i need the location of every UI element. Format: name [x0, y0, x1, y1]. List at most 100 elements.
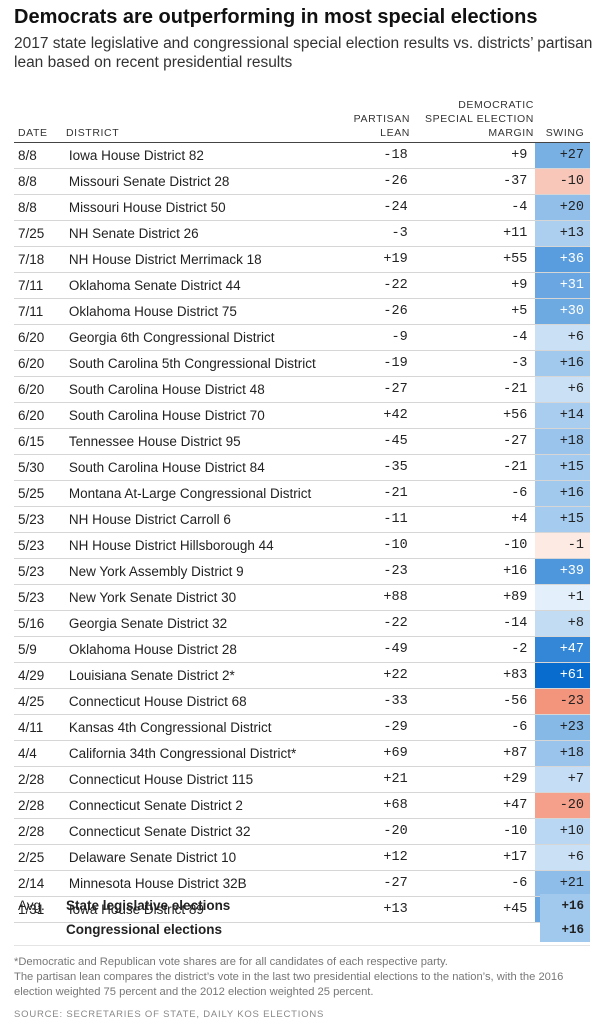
avg-name: State legislative elections	[66, 898, 231, 913]
row-swing-cell: +6	[535, 376, 590, 403]
row-date: 5/23	[14, 584, 69, 611]
row-date: 2/14	[14, 870, 69, 897]
row-date: 8/8	[14, 194, 69, 221]
row-partisan-lean: +68	[330, 792, 410, 819]
results-table-body: 8/8 Iowa House District 82 -18 +9 +27 8/8 Miss…	[14, 143, 590, 923]
avg-name: Congressional elections	[66, 922, 223, 937]
table-row: 7/18 NH House District Merrimack 18 +19 +55…	[14, 246, 590, 273]
row-district: Connecticut Senate District 2	[68, 792, 331, 819]
row-district: Oklahoma Senate District 44	[68, 272, 331, 299]
row-partisan-lean: -19	[330, 350, 410, 377]
row-date: 7/11	[14, 272, 69, 299]
row-dem-margin: +56	[409, 402, 530, 429]
table-row: 4/29 Louisiana Senate District 2* +22 +83 +6…	[14, 662, 590, 689]
row-swing-cell: -20	[535, 792, 590, 819]
row-partisan-lean: -24	[330, 194, 410, 221]
row-partisan-lean: -10	[330, 532, 410, 559]
row-dem-margin: +11	[409, 220, 530, 247]
table-row: 4/4 California 34th Congressional Distric…	[14, 740, 590, 767]
row-swing-cell: +1	[535, 584, 590, 611]
row-swing-cell: +16	[535, 480, 590, 507]
row-district: Kansas 4th Congressional District	[68, 714, 331, 741]
row-gap	[529, 740, 536, 767]
header-dem-margin: DEMOCRATIC SPECIAL ELECTION MARGIN	[412, 98, 534, 140]
header-district: DISTRICT	[66, 127, 120, 139]
row-district: Minnesota House District 32B	[68, 870, 331, 897]
row-district: NH Senate District 26	[68, 220, 331, 247]
row-date: 4/11	[14, 714, 69, 741]
row-partisan-lean: -29	[330, 714, 410, 741]
row-gap	[529, 610, 536, 637]
row-gap	[529, 532, 536, 559]
header-lean-line1: PARTISAN	[353, 113, 410, 125]
row-date: 7/25	[14, 220, 69, 247]
row-partisan-lean: +21	[330, 766, 410, 793]
row-dem-margin: -27	[409, 428, 530, 455]
row-dem-margin: +29	[409, 766, 530, 793]
row-gap	[529, 454, 536, 481]
source-line: SOURCE: SECRETARIES OF STATE, DAILY KOS …	[14, 1009, 325, 1020]
row-swing-cell: +61	[535, 662, 590, 689]
header-swing: SWING	[545, 127, 585, 139]
chart-title: Democrats are outperforming in most spec…	[14, 6, 538, 28]
row-swing-cell: +20	[535, 194, 590, 221]
table-row: 5/23 New York Senate District 30 +88 +89 +1	[14, 584, 590, 611]
row-partisan-lean: +13	[330, 896, 410, 923]
row-partisan-lean: -20	[330, 818, 410, 845]
row-swing-cell: +6	[535, 844, 590, 871]
row-swing-cell: +6	[535, 324, 590, 351]
row-gap	[529, 194, 536, 221]
avg-swing-cell: +16	[540, 894, 590, 918]
row-gap	[529, 662, 536, 689]
row-partisan-lean: -49	[330, 636, 410, 663]
row-gap	[529, 402, 536, 429]
row-partisan-lean: -23	[330, 558, 410, 585]
table-row: 6/20 South Carolina House District 70 +42 +…	[14, 402, 590, 429]
row-gap	[529, 844, 536, 871]
row-district: South Carolina House District 84	[68, 454, 331, 481]
row-dem-margin: +9	[409, 143, 530, 169]
row-date: 5/16	[14, 610, 69, 637]
header-lean-line2: LEAN	[380, 127, 410, 139]
row-district: South Carolina 5th Congressional Distric…	[68, 350, 331, 377]
row-gap	[529, 636, 536, 663]
row-gap	[529, 896, 536, 923]
row-dem-margin: +55	[409, 246, 530, 273]
row-gap	[529, 428, 536, 455]
row-gap	[529, 298, 536, 325]
row-gap	[529, 714, 536, 741]
row-date: 8/8	[14, 168, 69, 195]
row-partisan-lean: -35	[330, 454, 410, 481]
row-district: NH House District Hillsborough 44	[68, 532, 331, 559]
row-partisan-lean: -45	[330, 428, 410, 455]
row-date: 2/25	[14, 844, 69, 871]
row-dem-margin: -4	[409, 324, 530, 351]
row-dem-margin: -37	[409, 168, 530, 195]
table-row: 2/28 Connecticut Senate District 2 +68 +47-…	[14, 792, 590, 819]
row-swing-cell: +16	[535, 350, 590, 377]
row-swing-cell: -23	[535, 688, 590, 715]
row-partisan-lean: -22	[330, 610, 410, 637]
table-row: 5/23 NH House District Hillsborough 44 -10…	[14, 532, 590, 559]
row-gap	[529, 480, 536, 507]
table-row: 5/25 Montana At-Large Congressional Distr…	[14, 480, 590, 507]
row-date: 5/30	[14, 454, 69, 481]
row-gap	[529, 558, 536, 585]
row-dem-margin: +87	[409, 740, 530, 767]
row-dem-margin: -56	[409, 688, 530, 715]
row-dem-margin: -6	[409, 870, 530, 897]
row-date: 7/18	[14, 246, 69, 273]
row-gap	[529, 376, 536, 403]
row-district: Delaware Senate District 10	[68, 844, 331, 871]
row-partisan-lean: -27	[330, 376, 410, 403]
row-swing-cell: +23	[535, 714, 590, 741]
row-dem-margin: +17	[409, 844, 530, 871]
row-swing-cell: +39	[535, 558, 590, 585]
row-gap	[529, 506, 536, 533]
row-dem-margin: -4	[409, 194, 530, 221]
row-swing-cell: +13	[535, 220, 590, 247]
row-district: NH House District Carroll 6	[68, 506, 331, 533]
row-gap	[529, 272, 536, 299]
table-row: 5/23 NH House District Carroll 6 -11 +4 +15	[14, 506, 590, 533]
